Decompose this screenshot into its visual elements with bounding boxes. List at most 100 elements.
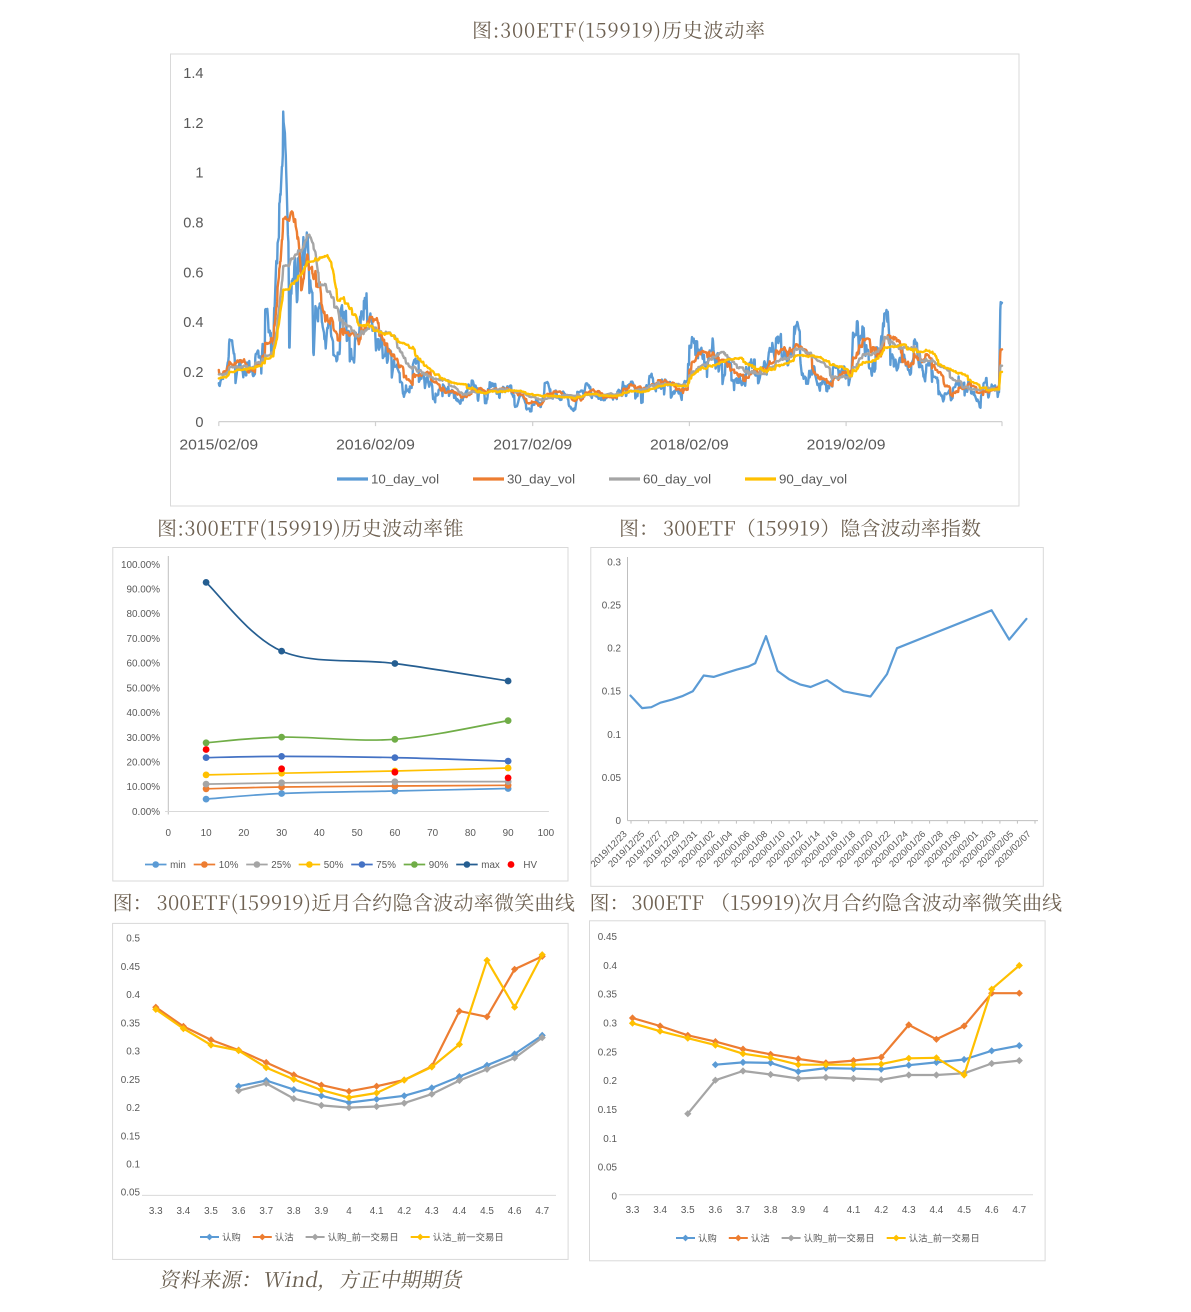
svg-text:2017/02/09: 2017/02/09	[493, 438, 572, 454]
svg-text:1: 1	[195, 166, 203, 182]
svg-text:4.2: 4.2	[874, 1205, 888, 1216]
svg-text:0.5: 0.5	[126, 934, 140, 945]
svg-text:HV: HV	[523, 860, 537, 871]
svg-text:3.7: 3.7	[259, 1206, 273, 1217]
svg-text:20.00%: 20.00%	[127, 758, 161, 769]
svg-text:25%: 25%	[271, 860, 291, 871]
svg-text:10.00%: 10.00%	[127, 782, 161, 793]
svg-text:3.6: 3.6	[232, 1206, 246, 1217]
svg-text:0.4: 0.4	[183, 315, 203, 331]
svg-text:2019/02/09: 2019/02/09	[807, 438, 886, 454]
svg-text:4.3: 4.3	[902, 1205, 916, 1216]
svg-text:min: min	[170, 860, 186, 871]
svg-text:2016/02/09: 2016/02/09	[336, 438, 415, 454]
svg-text:0.2: 0.2	[183, 365, 203, 381]
svg-text:70: 70	[427, 828, 438, 839]
svg-text:0.1: 0.1	[603, 1134, 617, 1145]
svg-text:0.3: 0.3	[607, 557, 621, 568]
svg-text:40.00%: 40.00%	[127, 708, 161, 719]
svg-text:0: 0	[166, 828, 172, 839]
svg-text:10%: 10%	[219, 860, 239, 871]
svg-text:3.3: 3.3	[149, 1206, 163, 1217]
svg-text:10_day_vol: 10_day_vol	[371, 472, 439, 487]
svg-text:max: max	[481, 860, 500, 871]
svg-text:4.6: 4.6	[985, 1205, 999, 1216]
svg-text:75%: 75%	[376, 860, 396, 871]
svg-text:40: 40	[314, 828, 325, 839]
svg-text:4.1: 4.1	[847, 1205, 861, 1216]
svg-text:80.00%: 80.00%	[127, 609, 161, 620]
svg-text:3.3: 3.3	[626, 1205, 640, 1216]
svg-text:50: 50	[352, 828, 363, 839]
svg-text:70.00%: 70.00%	[127, 634, 161, 645]
svg-text:0.15: 0.15	[598, 1105, 618, 1116]
svg-text:0.25: 0.25	[598, 1047, 618, 1058]
svg-text:0: 0	[612, 1192, 618, 1203]
svg-text:3.5: 3.5	[204, 1206, 218, 1217]
svg-text:90%: 90%	[429, 860, 449, 871]
svg-text:3.5: 3.5	[681, 1205, 695, 1216]
svg-text:60.00%: 60.00%	[127, 659, 161, 670]
svg-text:0.3: 0.3	[126, 1047, 140, 1058]
svg-text:0.1: 0.1	[607, 730, 621, 741]
svg-text:4.5: 4.5	[480, 1206, 494, 1217]
svg-text:4: 4	[823, 1205, 829, 1216]
svg-text:4: 4	[346, 1206, 352, 1217]
svg-text:60_day_vol: 60_day_vol	[643, 472, 711, 487]
svg-text:90_day_vol: 90_day_vol	[779, 472, 847, 487]
svg-text:30_day_vol: 30_day_vol	[507, 472, 575, 487]
svg-text:0.25: 0.25	[602, 601, 622, 612]
svg-text:4.4: 4.4	[930, 1205, 944, 1216]
svg-text:80: 80	[465, 828, 476, 839]
svg-text:3.4: 3.4	[177, 1206, 191, 1217]
svg-text:0: 0	[616, 816, 622, 827]
svg-text:2018/02/09: 2018/02/09	[650, 438, 729, 454]
svg-text:1.2: 1.2	[183, 116, 203, 132]
svg-text:50%: 50%	[324, 860, 344, 871]
svg-text:3.8: 3.8	[764, 1205, 778, 1216]
svg-text:0.2: 0.2	[126, 1103, 140, 1114]
svg-text:30: 30	[276, 828, 287, 839]
svg-text:4.7: 4.7	[535, 1206, 549, 1217]
svg-text:0.1: 0.1	[126, 1160, 140, 1171]
svg-text:4.3: 4.3	[425, 1206, 439, 1217]
svg-text:0.35: 0.35	[598, 990, 618, 1001]
svg-text:10: 10	[201, 828, 212, 839]
svg-text:4.2: 4.2	[397, 1206, 411, 1217]
svg-text:3.8: 3.8	[287, 1206, 301, 1217]
svg-text:4.5: 4.5	[957, 1205, 971, 1216]
svg-text:0.45: 0.45	[598, 932, 618, 943]
svg-text:0.05: 0.05	[602, 773, 622, 784]
svg-text:0.25: 0.25	[121, 1075, 141, 1086]
svg-text:30.00%: 30.00%	[127, 733, 161, 744]
svg-text:20: 20	[238, 828, 249, 839]
svg-text:50.00%: 50.00%	[127, 683, 161, 694]
svg-text:0.00%: 0.00%	[132, 807, 160, 818]
svg-text:100: 100	[538, 828, 555, 839]
svg-text:2015/02/09: 2015/02/09	[179, 438, 258, 454]
svg-text:3.9: 3.9	[791, 1205, 805, 1216]
svg-text:60: 60	[389, 828, 400, 839]
svg-text:3.4: 3.4	[653, 1205, 667, 1216]
svg-text:4.1: 4.1	[370, 1206, 384, 1217]
svg-text:3.9: 3.9	[315, 1206, 329, 1217]
svg-text:0.45: 0.45	[121, 962, 141, 973]
svg-text:0.4: 0.4	[126, 990, 140, 1001]
svg-text:100.00%: 100.00%	[121, 560, 160, 571]
svg-text:0.15: 0.15	[602, 687, 622, 698]
svg-text:90: 90	[503, 828, 514, 839]
svg-text:0.2: 0.2	[603, 1076, 617, 1087]
svg-text:0.05: 0.05	[121, 1188, 141, 1199]
svg-text:0.6: 0.6	[183, 265, 203, 281]
svg-text:0.4: 0.4	[603, 961, 617, 972]
svg-text:0.05: 0.05	[598, 1163, 618, 1174]
svg-text:4.7: 4.7	[1012, 1205, 1026, 1216]
svg-text:0.3: 0.3	[603, 1019, 617, 1030]
svg-text:0: 0	[195, 415, 203, 431]
svg-text:3.7: 3.7	[736, 1205, 750, 1216]
svg-text:0.35: 0.35	[121, 1018, 141, 1029]
svg-text:0.15: 0.15	[121, 1131, 141, 1142]
svg-text:0.8: 0.8	[183, 216, 203, 232]
svg-text:0.2: 0.2	[607, 644, 621, 655]
svg-text:4.6: 4.6	[508, 1206, 522, 1217]
